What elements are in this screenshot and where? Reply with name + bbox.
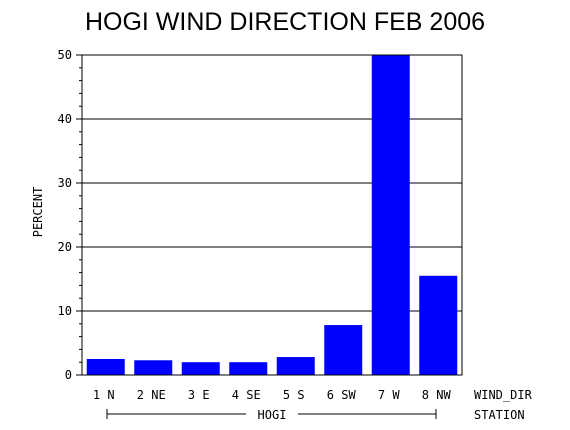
x-tick-label: 2 NE (137, 388, 166, 402)
x-tick-label: 8 NW (422, 388, 452, 402)
bars (86, 55, 458, 375)
bar-4 (229, 362, 268, 375)
bar-7 (371, 55, 410, 375)
bar-8 (419, 275, 458, 375)
x-tick-label: 1 N (93, 388, 115, 402)
y-tick-label: 0 (65, 368, 72, 382)
y-tick-label: 30 (58, 176, 72, 190)
bar-2 (134, 360, 173, 375)
bar-5 (276, 357, 315, 375)
group-axis-label: STATION (474, 408, 525, 422)
y-tick-label: 20 (58, 240, 72, 254)
y-axis-label: PERCENT (31, 187, 45, 238)
x-tick-label: 5 S (283, 388, 305, 402)
x-tick-label: 4 SE (232, 388, 261, 402)
chart-title: HOGI WIND DIRECTION FEB 2006 (85, 8, 485, 36)
bar-1 (86, 359, 125, 375)
y-tick-label: 50 (58, 48, 72, 62)
y-tick-label: 10 (58, 304, 72, 318)
x-axis-label: WIND_DIR (474, 388, 533, 402)
x-tick-label: 3 E (188, 388, 210, 402)
group-label: HOGI (258, 408, 287, 422)
plot-frame (81, 54, 463, 376)
y-axis-ticks: 0 10 20 30 40 50 (58, 48, 82, 382)
y-tick-label: 40 (58, 112, 72, 126)
x-tick-label: 6 SW (327, 388, 357, 402)
bar-3 (181, 362, 220, 375)
bar-6 (324, 325, 363, 375)
x-tick-label: 7 W (378, 388, 400, 402)
x-axis-ticks: 1 N 2 NE 3 E 4 SE 5 S 6 SW 7 W 8 NW (93, 388, 452, 402)
group-label-backdrop (246, 406, 298, 422)
